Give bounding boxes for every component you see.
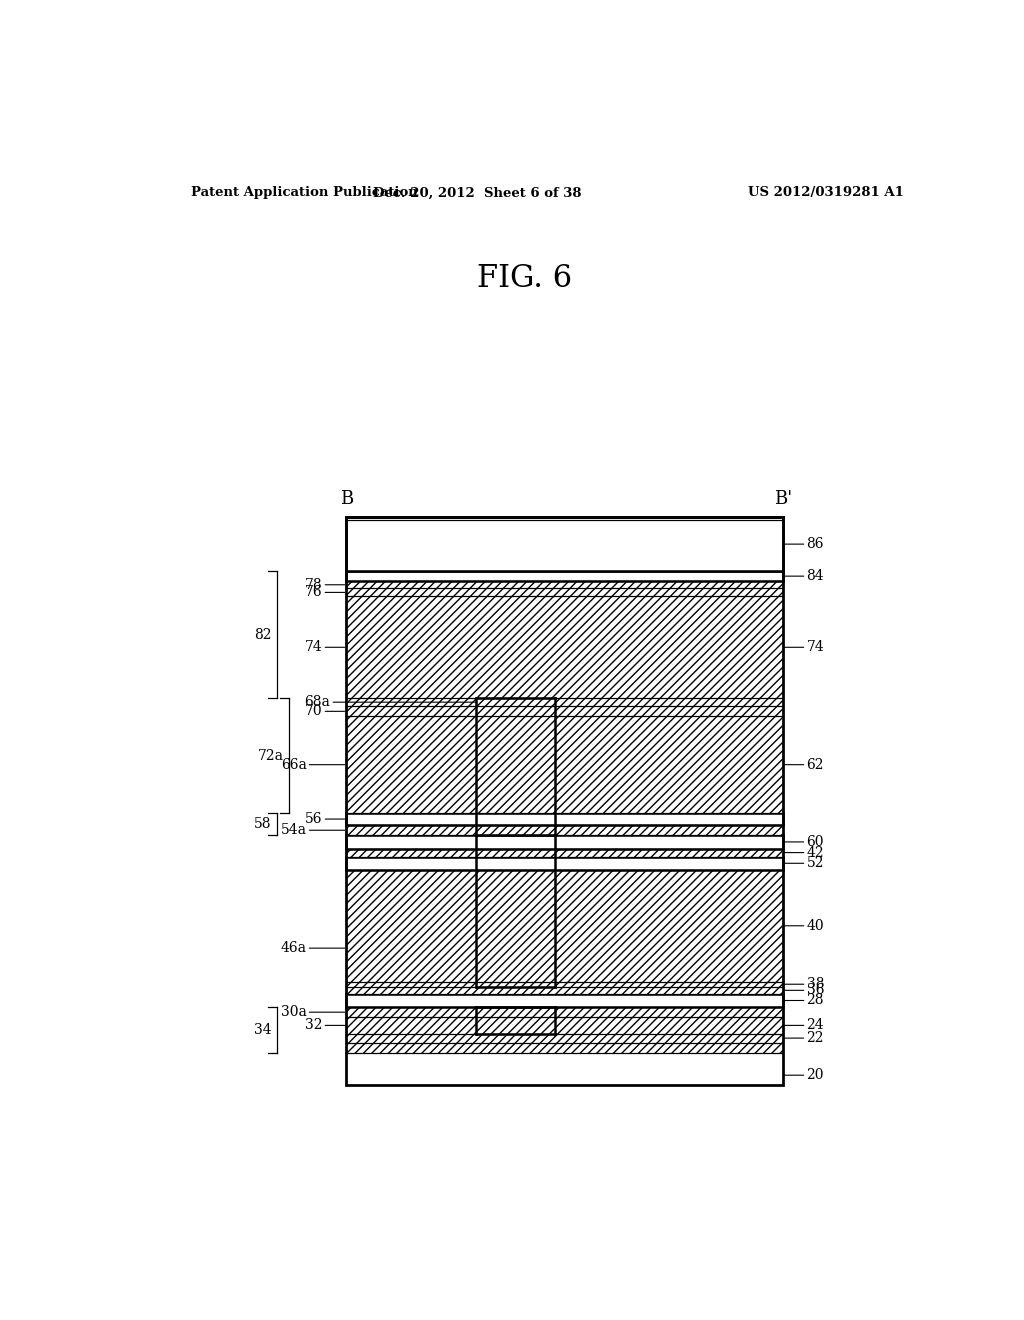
Bar: [346, 813, 782, 825]
Text: 28: 28: [784, 994, 824, 1007]
Bar: [346, 987, 782, 994]
Text: 86: 86: [784, 537, 824, 552]
Text: 20: 20: [784, 1068, 824, 1082]
Text: 42: 42: [784, 846, 824, 859]
Text: FIG. 6: FIG. 6: [477, 263, 572, 294]
Bar: [346, 581, 782, 589]
Text: 36: 36: [784, 983, 824, 998]
Text: 78: 78: [305, 578, 345, 591]
Text: 52: 52: [784, 857, 824, 870]
Bar: [475, 706, 555, 717]
Text: 46a: 46a: [281, 941, 345, 956]
Text: 22: 22: [784, 1031, 824, 1045]
Text: B: B: [340, 490, 353, 508]
Bar: [346, 597, 782, 698]
Bar: [555, 1007, 782, 1018]
Text: 74: 74: [784, 640, 824, 655]
Text: 56: 56: [305, 812, 345, 826]
Bar: [475, 870, 555, 982]
Text: 62: 62: [784, 758, 824, 772]
Bar: [555, 825, 782, 836]
Bar: [475, 717, 555, 813]
Text: 40: 40: [784, 919, 824, 933]
Bar: [475, 1018, 555, 1034]
Bar: [346, 698, 475, 706]
Bar: [346, 836, 782, 849]
Bar: [475, 849, 555, 857]
Text: 66a: 66a: [281, 758, 345, 772]
Text: 68a: 68a: [304, 696, 475, 709]
Bar: [346, 589, 782, 597]
Bar: [346, 982, 782, 987]
Text: 32: 32: [305, 1019, 345, 1032]
Text: 72a: 72a: [258, 748, 284, 763]
Bar: [346, 994, 782, 1007]
Bar: [475, 698, 555, 706]
Bar: [346, 517, 782, 1085]
Text: Patent Application Publication: Patent Application Publication: [191, 186, 418, 199]
Bar: [346, 1043, 782, 1053]
Bar: [475, 825, 555, 836]
Text: Dec. 20, 2012  Sheet 6 of 38: Dec. 20, 2012 Sheet 6 of 38: [373, 186, 582, 199]
Text: 82: 82: [254, 627, 271, 642]
Text: US 2012/0319281 A1: US 2012/0319281 A1: [749, 186, 904, 199]
Bar: [555, 849, 782, 857]
Bar: [346, 849, 475, 857]
Bar: [346, 1053, 782, 1085]
Bar: [346, 870, 475, 982]
Bar: [346, 517, 782, 572]
Text: 34: 34: [254, 1023, 271, 1038]
Bar: [555, 698, 782, 706]
Bar: [555, 706, 782, 717]
Text: 58: 58: [254, 817, 271, 832]
Text: 24: 24: [784, 1019, 824, 1032]
Text: 60: 60: [784, 836, 824, 849]
Bar: [346, 717, 475, 813]
Bar: [346, 572, 782, 581]
Text: 54a: 54a: [281, 824, 345, 837]
Bar: [555, 717, 782, 813]
Bar: [346, 825, 475, 836]
Bar: [346, 1018, 475, 1034]
Text: B': B': [774, 490, 792, 508]
Text: 70: 70: [305, 705, 345, 718]
Bar: [346, 857, 782, 870]
Bar: [555, 870, 782, 982]
Bar: [555, 1018, 782, 1034]
Text: 38: 38: [784, 977, 824, 991]
Text: 30a: 30a: [281, 1005, 345, 1019]
Bar: [346, 1034, 782, 1043]
Bar: [475, 1007, 555, 1018]
Text: 76: 76: [305, 585, 345, 599]
Text: 84: 84: [784, 569, 824, 583]
Bar: [346, 706, 475, 717]
Text: 74: 74: [305, 640, 345, 655]
Bar: [346, 1007, 475, 1018]
